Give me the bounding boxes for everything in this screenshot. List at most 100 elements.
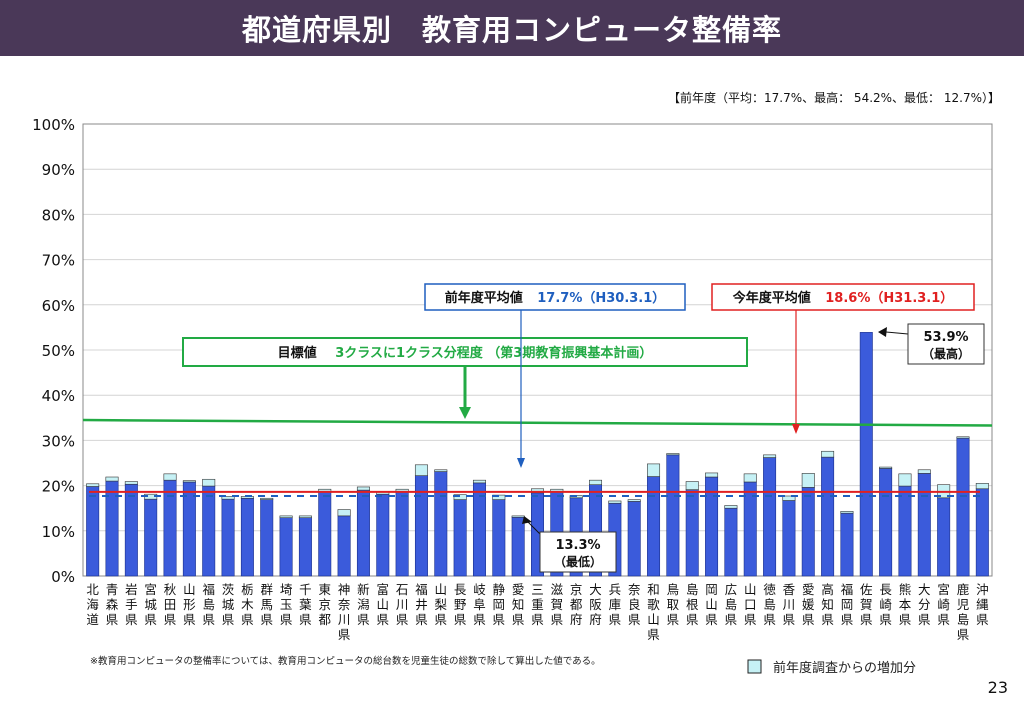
y-tick-label: 60% [42, 297, 75, 315]
target-callout-arrowhead [459, 407, 471, 419]
y-tick-label: 90% [42, 161, 75, 179]
x-tick-label: 広島県 [725, 582, 738, 627]
x-tick-label: 静岡県 [493, 582, 506, 627]
bar [763, 457, 777, 577]
x-tick-label: 奈良県 [628, 582, 641, 627]
bar-increase [589, 479, 603, 485]
current-average-callout: 今年度平均値 18.6%（H31.3.1） [711, 283, 975, 434]
bar [163, 479, 177, 577]
legend-increase-label: 前年度調査からの増加分 [773, 660, 916, 676]
bar [318, 491, 332, 577]
bar [685, 489, 699, 577]
x-tick-label: 宮城県 [144, 582, 157, 627]
bar [492, 499, 506, 577]
min-callout-box [539, 531, 617, 573]
y-tick-label: 30% [42, 432, 75, 450]
x-tick-label: 秋田県 [164, 582, 177, 627]
y-tick-label: 40% [42, 387, 75, 405]
prev-average-label: 前年度平均値 [445, 290, 523, 306]
max-callout: 53.9% （最高） [878, 323, 985, 365]
bar-increase [337, 509, 351, 517]
x-tick-label: 鳥取県 [667, 582, 680, 627]
bar [356, 489, 370, 577]
prev-average-callout: 前年度平均値 17.7%（H30.3.1） [424, 283, 686, 468]
x-tick-label: 岐阜県 [473, 582, 486, 627]
x-tick-label: 徳島県 [763, 582, 776, 627]
x-tick-label: 青森県 [106, 582, 119, 627]
max-callout-value: 53.9% [923, 330, 968, 345]
x-tick-label: 富山県 [377, 582, 390, 627]
bar [86, 486, 100, 577]
x-tick-label: 群馬県 [260, 582, 273, 627]
max-arrowhead [878, 327, 887, 337]
bar-chart: 【前年度（平均：17.7%、最高： 54.2%、最低： 12.7%）】 0% 10… [32, 90, 1008, 697]
bar-increase [705, 472, 719, 478]
bar-increase [685, 481, 699, 490]
bar-increase [279, 515, 293, 518]
x-tick-label: 福井県 [415, 582, 428, 627]
bar-increase [86, 483, 100, 487]
target-callout-label: 目標値 [278, 345, 317, 361]
x-tick-label: 千葉県 [299, 582, 312, 627]
bar-increase [975, 483, 989, 490]
bar-increase [801, 473, 815, 488]
x-tick-label: 佐賀県 [860, 582, 873, 627]
bar-increase [608, 500, 622, 504]
y-tick-label: 100% [32, 116, 75, 134]
bar [414, 475, 428, 577]
bar [801, 487, 815, 577]
x-tick-label: 熊本県 [899, 582, 912, 627]
bar [202, 485, 216, 577]
bar [240, 497, 254, 577]
bar-increase [260, 497, 274, 500]
bar-increase [434, 469, 448, 472]
x-tick-label: 東京都 [318, 582, 331, 627]
bar [511, 516, 525, 577]
current-average-arrowhead [792, 424, 800, 434]
bar [937, 497, 951, 577]
page-title: 都道府県別 教育用コンピュータ整備率 [241, 13, 782, 47]
current-average-value: 18.6%（H31.3.1） [825, 290, 953, 306]
bar [395, 491, 409, 577]
bar-increase [453, 494, 467, 500]
min-callout: 13.3% （最低） [522, 516, 617, 573]
x-tick-label: 大阪府 [589, 582, 602, 627]
bar [376, 493, 390, 577]
prev-average-arrowhead [517, 458, 525, 468]
legend-increase-swatch [747, 659, 762, 674]
bar [724, 507, 738, 577]
prev-average-value: 17.7%（H30.3.1） [537, 290, 665, 306]
bar [898, 485, 912, 577]
y-tick-label: 10% [42, 523, 75, 541]
title-bar: 都道府県別 教育用コンピュータ整備率 [0, 0, 1024, 56]
x-tick-label: 長崎県 [879, 582, 892, 627]
bar [144, 498, 158, 577]
min-arrowhead [522, 516, 532, 524]
min-pointer [527, 521, 541, 535]
bar-increase [917, 469, 931, 474]
bar-increase [221, 496, 235, 500]
bar [279, 517, 293, 577]
bar-increase [956, 436, 970, 439]
x-tick-label: 三重県 [531, 582, 544, 627]
bar-increase [782, 495, 796, 501]
x-tick-label: 山梨県 [435, 582, 448, 627]
bar [627, 501, 641, 577]
bar-increase [743, 473, 757, 483]
max-callout-note: （最高） [922, 346, 970, 361]
bar [666, 454, 680, 577]
bar-increase [840, 511, 854, 514]
x-tick-label: 栃木県 [241, 582, 254, 627]
x-tick-label: 宮崎県 [937, 582, 950, 627]
x-tick-label: 茨城県 [222, 582, 235, 627]
min-callout-value: 13.3% [555, 538, 600, 553]
prev-average-text: 前年度平均値 17.7%（H30.3.1） [445, 290, 666, 306]
x-tick-label: 滋賀県 [551, 582, 564, 627]
bar-increase [898, 473, 912, 487]
bar-increase [763, 454, 777, 458]
current-average-box [711, 283, 975, 311]
bar [453, 499, 467, 577]
bar-increase [182, 480, 196, 483]
x-tick-label: 埼玉県 [280, 582, 293, 627]
bar-increase [647, 463, 661, 477]
